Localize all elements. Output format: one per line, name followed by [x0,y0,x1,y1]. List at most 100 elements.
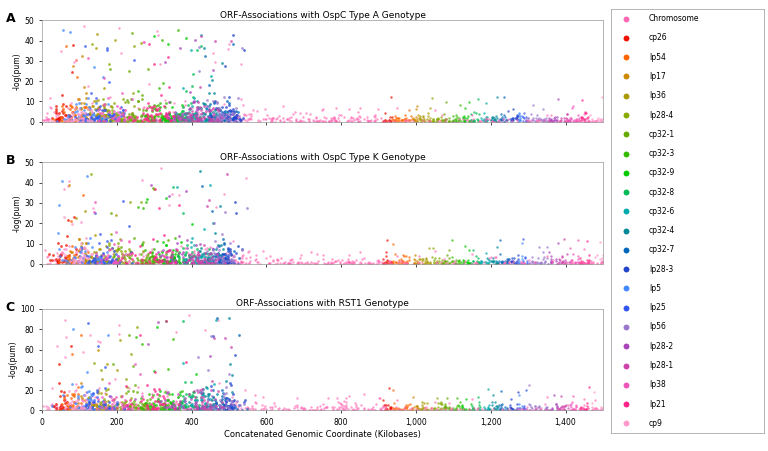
Point [345,259,357,267]
Point [465,260,478,267]
Point [316,105,329,112]
Point [491,404,503,411]
Point [73,236,85,243]
Point [77,255,89,262]
Point [132,105,144,112]
Point [90,256,102,263]
Point [381,259,393,266]
Point [66,117,78,124]
Point [210,405,223,413]
Point [61,258,73,266]
Point [202,255,214,262]
Point [429,248,441,255]
Point [179,404,191,411]
Point [197,405,209,412]
Point [221,111,233,118]
Point [295,118,307,125]
Point [480,249,492,257]
Point [168,258,180,265]
Point [552,406,564,414]
Point [458,114,471,121]
Point [42,115,55,123]
Point [104,405,116,413]
Point [161,405,173,413]
Point [190,399,202,406]
Point [535,258,547,266]
Point [446,259,458,266]
Point [426,253,439,261]
Point [151,255,164,262]
Point [214,118,227,125]
Point [78,258,91,265]
Point [398,260,410,267]
Point [104,65,116,72]
Point [235,117,247,124]
Point [171,184,184,191]
Point [181,255,194,262]
Point [200,115,212,123]
Point [277,102,290,110]
Point [265,118,277,125]
Point [90,400,102,407]
Point [467,405,479,412]
Point [496,113,508,120]
Point [147,184,159,191]
Point [182,110,194,117]
Point [71,396,84,403]
Point [183,114,195,121]
Point [82,396,94,404]
Point [300,259,313,267]
Point [568,407,581,414]
Point [143,402,155,409]
Point [173,249,185,256]
Point [64,112,76,120]
Point [166,250,178,258]
Point [94,406,106,413]
Point [170,404,183,411]
Point [202,250,214,257]
Point [141,259,154,267]
Point [59,113,71,120]
Point [167,114,180,121]
Point [117,112,129,119]
Point [98,111,110,119]
Point [161,109,173,116]
Point [119,406,131,414]
Point [567,405,579,413]
Point [579,109,591,116]
Point [82,117,94,124]
Point [402,106,415,114]
Point [71,258,84,265]
Point [85,258,98,265]
Point [76,404,88,411]
Point [214,396,227,404]
Point [55,406,68,414]
Point [62,181,74,188]
Point [130,259,142,266]
Point [539,405,551,413]
Point [91,394,103,401]
Point [501,258,513,265]
Point [76,406,88,413]
Point [56,118,68,125]
Point [359,116,371,123]
Point [222,258,234,266]
Point [575,114,588,121]
Point [169,235,181,242]
Point [219,208,231,216]
Point [223,106,236,114]
Point [412,253,425,260]
Point [391,397,403,404]
Point [200,403,212,410]
Point [165,253,177,260]
Point [82,395,94,402]
Point [382,258,395,265]
Point [118,113,131,120]
Point [439,118,451,125]
Point [374,394,386,401]
Point [96,118,108,125]
Point [135,398,147,405]
Point [205,332,217,340]
Point [573,258,585,266]
Point [135,198,147,205]
